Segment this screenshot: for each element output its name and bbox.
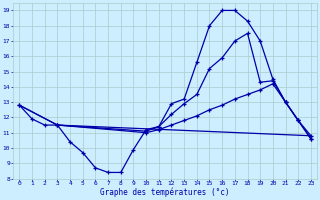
- X-axis label: Graphe des températures (°c): Graphe des températures (°c): [100, 188, 230, 197]
